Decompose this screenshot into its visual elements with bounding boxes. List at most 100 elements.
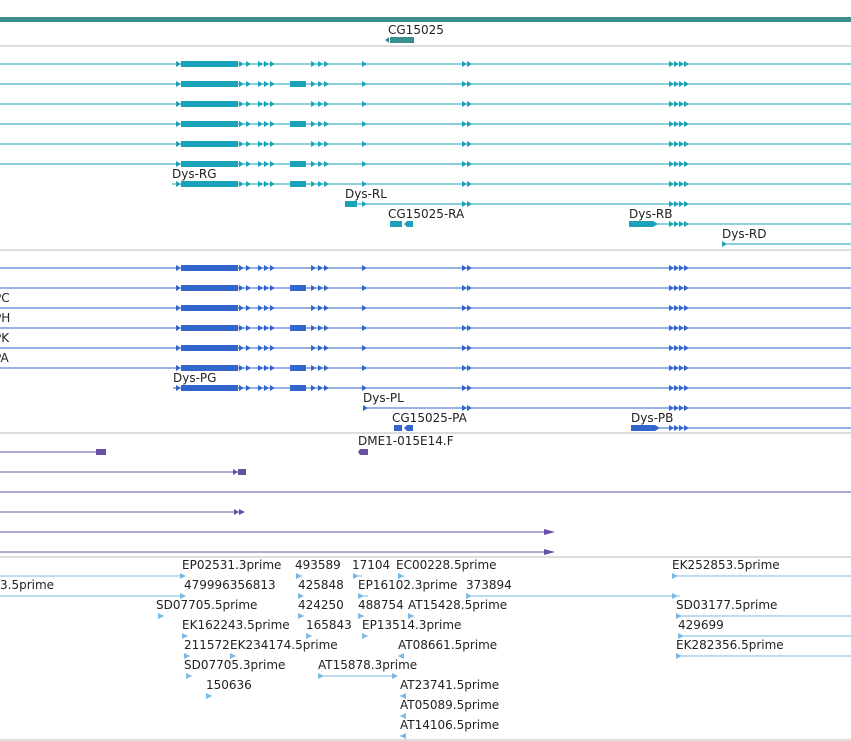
est-label[interactable]: DME1-015E14.F	[358, 434, 454, 448]
read-glyph[interactable]	[206, 693, 212, 699]
read-label[interactable]: AT23741.5prime	[400, 678, 499, 692]
read-glyph[interactable]	[398, 573, 404, 579]
read-label[interactable]: 373894	[466, 578, 512, 592]
gene-label[interactable]: CG15025	[388, 23, 444, 37]
read-label[interactable]: AT15878.3prime	[318, 658, 417, 672]
read-label[interactable]: 165843	[306, 618, 352, 632]
read-glyph[interactable]	[672, 573, 851, 579]
read-label[interactable]: 425848	[298, 578, 344, 592]
read-label[interactable]: 17104	[352, 558, 390, 572]
read-glyph[interactable]	[400, 733, 406, 739]
transcript-row[interactable]	[172, 181, 851, 187]
read-label[interactable]: EK282356.5prime	[676, 638, 784, 652]
read-label[interactable]: 211572	[184, 638, 230, 652]
cds-left-label-ph[interactable]: PH	[0, 311, 10, 325]
read-glyph[interactable]	[676, 613, 851, 619]
exon-arrow	[467, 405, 472, 411]
transcript-row[interactable]	[0, 81, 851, 87]
cds-label-cg15025-pa[interactable]: CG15025-PA	[392, 411, 468, 425]
read-glyph[interactable]	[466, 593, 680, 599]
read-glyph[interactable]	[362, 633, 368, 639]
read-glyph[interactable]	[298, 593, 304, 599]
read-label[interactable]: AT08661.5prime	[398, 638, 497, 652]
read-label[interactable]: 424250	[298, 598, 344, 612]
read-glyph[interactable]	[358, 593, 368, 599]
read-glyph[interactable]	[398, 653, 404, 659]
cds-row[interactable]	[363, 405, 851, 411]
read-glyph[interactable]	[306, 633, 312, 639]
read-label[interactable]: AT14106.5prime	[400, 718, 499, 732]
read-label[interactable]: EP02531.3prime	[182, 558, 281, 572]
read-glyph[interactable]	[298, 613, 304, 619]
read-label[interactable]: EK162243.5prime	[182, 618, 290, 632]
cds-left-label-pk[interactable]: PK	[0, 331, 10, 345]
transcript-row[interactable]	[0, 101, 851, 107]
read-label[interactable]: EP16102.3prime	[358, 578, 457, 592]
read-glyph[interactable]	[184, 653, 190, 659]
transcript-row[interactable]	[0, 121, 851, 127]
read-glyph[interactable]	[186, 673, 192, 679]
read-label[interactable]: AT05089.5prime	[400, 698, 499, 712]
read-label[interactable]: 488754	[358, 598, 404, 612]
transcript-row[interactable]	[0, 161, 851, 167]
read-glyph[interactable]	[408, 613, 414, 619]
read-label[interactable]: SD07705.3prime	[184, 658, 285, 672]
read-glyph[interactable]	[182, 633, 188, 639]
cds-row[interactable]	[0, 365, 851, 371]
read-label[interactable]: EC00228.5prime	[396, 558, 497, 572]
read-label[interactable]: SD07705.5prime	[156, 598, 257, 612]
read-label[interactable]: EP13514.3prime	[362, 618, 461, 632]
transcript-row[interactable]	[0, 61, 851, 67]
read-glyph[interactable]	[400, 693, 406, 699]
read-label[interactable]: SD03177.5prime	[676, 598, 777, 612]
transcript-row[interactable]	[0, 141, 851, 147]
read-label[interactable]: EK234174.5prime	[230, 638, 338, 652]
transcript-label-rd[interactable]: Dys-RD	[722, 227, 767, 241]
cds-label-pl[interactable]: Dys-PL	[363, 391, 404, 405]
gene-span-bar[interactable]	[0, 17, 851, 22]
cds-row[interactable]	[0, 265, 851, 271]
cds-row[interactable]	[0, 285, 851, 291]
read-label[interactable]: EK252853.5prime	[672, 558, 780, 572]
cds-left-label-pa[interactable]: PA	[0, 351, 9, 365]
cds-label-pb[interactable]: Dys-PB	[631, 411, 673, 425]
read-glyph[interactable]	[230, 653, 236, 659]
cds-row[interactable]	[173, 385, 851, 391]
cds-row[interactable]	[0, 345, 851, 351]
exon-arrow	[669, 101, 674, 107]
exon-arrow	[669, 81, 674, 87]
read-glyph[interactable]	[0, 573, 186, 579]
read-label[interactable]: 493589	[295, 558, 341, 572]
read-glyph[interactable]	[678, 633, 851, 639]
cds-left-label-pc[interactable]: PC	[0, 291, 10, 305]
read-glyph[interactable]	[158, 613, 164, 619]
exon-arrow	[270, 365, 275, 371]
transcript-label-rg[interactable]: Dys-RG	[172, 167, 217, 181]
read-glyph[interactable]	[358, 613, 364, 619]
read-label[interactable]: AT15428.5prime	[408, 598, 507, 612]
read-glyph[interactable]	[676, 653, 851, 659]
transcript-label-rb[interactable]: Dys-RB	[629, 207, 673, 221]
cds-row[interactable]	[394, 425, 851, 431]
transcript-row[interactable]	[390, 221, 851, 227]
read-glyph[interactable]	[318, 673, 398, 679]
est-feature[interactable]	[358, 449, 368, 455]
cds-row[interactable]	[0, 305, 851, 311]
read-glyph[interactable]	[353, 573, 362, 579]
exon-arrow	[246, 81, 251, 87]
cds-label-pg[interactable]: Dys-PG	[173, 371, 216, 385]
transcript-label-rl[interactable]: Dys-RL	[345, 187, 387, 201]
exon-block	[290, 161, 306, 167]
transcript-row[interactable]	[722, 241, 851, 247]
read-label[interactable]: 429699	[678, 618, 724, 632]
read-glyph[interactable]	[400, 713, 406, 719]
read-label[interactable]: 479996356813	[184, 578, 276, 592]
read-label[interactable]: 150636	[206, 678, 252, 692]
transcript-label-cg15025-ra[interactable]: CG15025-RA	[388, 207, 465, 221]
read-glyph[interactable]	[0, 593, 186, 599]
cds-row[interactable]	[0, 325, 851, 331]
gene-feature[interactable]	[390, 37, 414, 43]
read-label[interactable]: 3.5prime	[0, 578, 54, 592]
read-glyph[interactable]	[296, 573, 302, 579]
transcript-row[interactable]	[345, 201, 851, 207]
